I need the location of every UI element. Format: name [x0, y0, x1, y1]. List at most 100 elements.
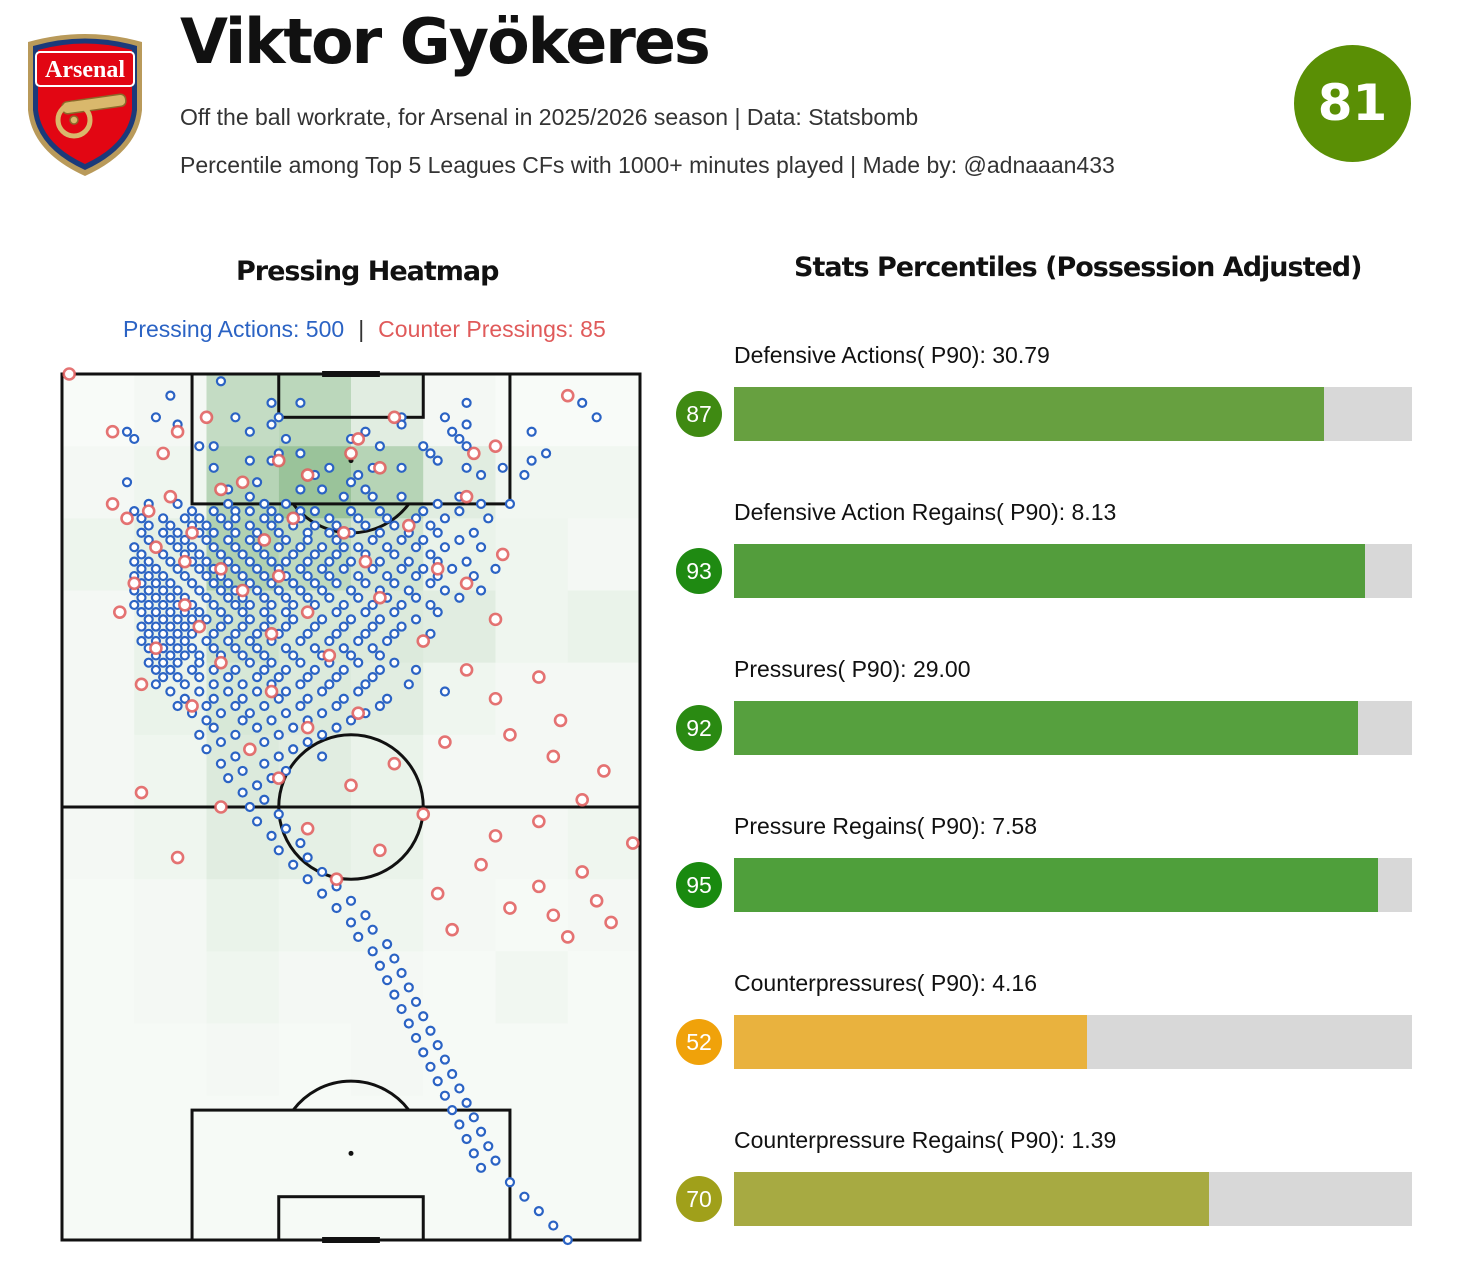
pressing-action-point [461, 397, 472, 408]
pressing-action-point [143, 599, 154, 611]
pressing-action-point [418, 441, 429, 452]
pressing-action-point [251, 672, 263, 683]
pressing-action-point [309, 643, 320, 654]
pressing-action-point [172, 585, 183, 596]
pressing-action-point [266, 578, 277, 589]
pressing-action-point [208, 441, 219, 452]
pressing-action-point [165, 592, 176, 603]
pressing-action-point [331, 534, 342, 546]
pressing-action-point [251, 477, 263, 488]
counter-pressing-point [62, 367, 77, 381]
pressing-action-point [194, 657, 205, 668]
pressing-action-point [201, 700, 212, 712]
pressing-action-point [302, 672, 313, 683]
pressing-action-point [447, 1104, 458, 1116]
pressing-action-point [309, 599, 320, 611]
pressing-action-point [382, 635, 393, 647]
heatmap-legend: Pressing Actions: 500 | Counter Pressings:… [123, 316, 606, 343]
counter-pressing-point [170, 424, 185, 439]
pressing-action-point [410, 996, 422, 1007]
stat-bar-track [734, 1015, 1412, 1069]
heatmap-cell [62, 1096, 134, 1168]
pressing-action-point [259, 664, 270, 675]
counter-pressing-point [235, 475, 250, 490]
pressing-action-point [237, 549, 248, 560]
pressing-action-point [353, 513, 364, 524]
stat-label: Counterpressures( P90): 4.16 [734, 970, 1037, 996]
pressing-action-point [215, 621, 227, 632]
heatmap-cell [496, 1168, 568, 1240]
counter-pressing-point [488, 829, 503, 843]
pressing-action-point [302, 534, 313, 546]
pressing-action-point [158, 527, 169, 538]
pressing-action-point [591, 412, 602, 423]
pressing-action-point [302, 736, 313, 748]
counter-pressing-point [105, 424, 120, 439]
pressing-action-point [468, 1112, 479, 1123]
heatmap-cells [62, 374, 640, 1240]
pressing-action-point [295, 563, 306, 574]
pressing-action-point [439, 1054, 451, 1065]
pressing-action-point [317, 888, 328, 899]
pressing-action-point [295, 585, 306, 596]
pressing-action-point [374, 650, 385, 661]
pressing-action-point [259, 549, 270, 560]
pressing-action-point [374, 960, 385, 971]
pressing-action-point [266, 599, 277, 611]
pressing-action-point [309, 578, 320, 589]
pressing-action-point [317, 866, 328, 878]
counter-pressing-point [553, 713, 568, 728]
pressing-action-point [490, 1155, 501, 1166]
pressing-action-point [237, 679, 248, 690]
pressing-action-point [244, 455, 255, 466]
pressing-action-point [259, 570, 270, 582]
stat-label: Defensive Actions( P90): 30.79 [734, 342, 1050, 368]
centre-circle [277, 733, 425, 881]
pressing-action-point [454, 1119, 465, 1130]
counter-pressing-point [373, 461, 387, 475]
stat-percentile-badge: 70 [676, 1176, 722, 1222]
pressing-action-point [208, 462, 219, 473]
pressing-action-point [208, 722, 219, 733]
heatmap-cell [62, 590, 135, 663]
stat-bar-track [734, 701, 1412, 755]
pressing-action-point [403, 679, 414, 690]
pressing-action-point [143, 534, 154, 546]
pressing-action-point [468, 570, 479, 582]
pressing-action-point [230, 751, 241, 762]
pressing-action-point [317, 563, 328, 574]
pressing-action-point [230, 700, 241, 712]
overall-score-badge: 81 [1294, 45, 1411, 162]
pressing-action-point [280, 765, 292, 777]
pressing-action-point [237, 715, 248, 726]
cannon-icon [55, 93, 127, 139]
pressing-action-point [360, 520, 371, 531]
pressing-action-point [302, 592, 313, 603]
pitch-markings [60, 371, 642, 1243]
counter-pressing-point [373, 590, 387, 605]
pressing-action-point [432, 1076, 443, 1087]
pressing-action-point [244, 801, 255, 813]
pressing-action-point [317, 729, 328, 740]
pressing-action-point [374, 556, 385, 567]
pressing-action-point [251, 628, 263, 639]
counter-pressing-point [373, 843, 387, 858]
counter-pressing-point [575, 792, 590, 807]
pressing-action-point [273, 672, 284, 683]
heatmap-cell [351, 1096, 423, 1168]
pressing-action-point [244, 657, 255, 668]
pressing-action-point [266, 715, 277, 726]
pressing-action-point [345, 614, 357, 625]
pressing-action-point [396, 491, 407, 502]
pressing-action-point [360, 607, 371, 618]
pressing-action-point [165, 534, 176, 546]
pressing-action-point [403, 585, 414, 596]
pressing-action-point [331, 902, 342, 914]
pressing-action-point [353, 657, 364, 668]
pressing-action-point [259, 794, 270, 805]
crest-wordmark: Arsenal [45, 57, 125, 83]
heatmap-cell [278, 879, 351, 952]
pressing-action-point [345, 895, 357, 906]
pressing-action-point [223, 592, 234, 603]
counter-pressing-point [438, 735, 452, 749]
